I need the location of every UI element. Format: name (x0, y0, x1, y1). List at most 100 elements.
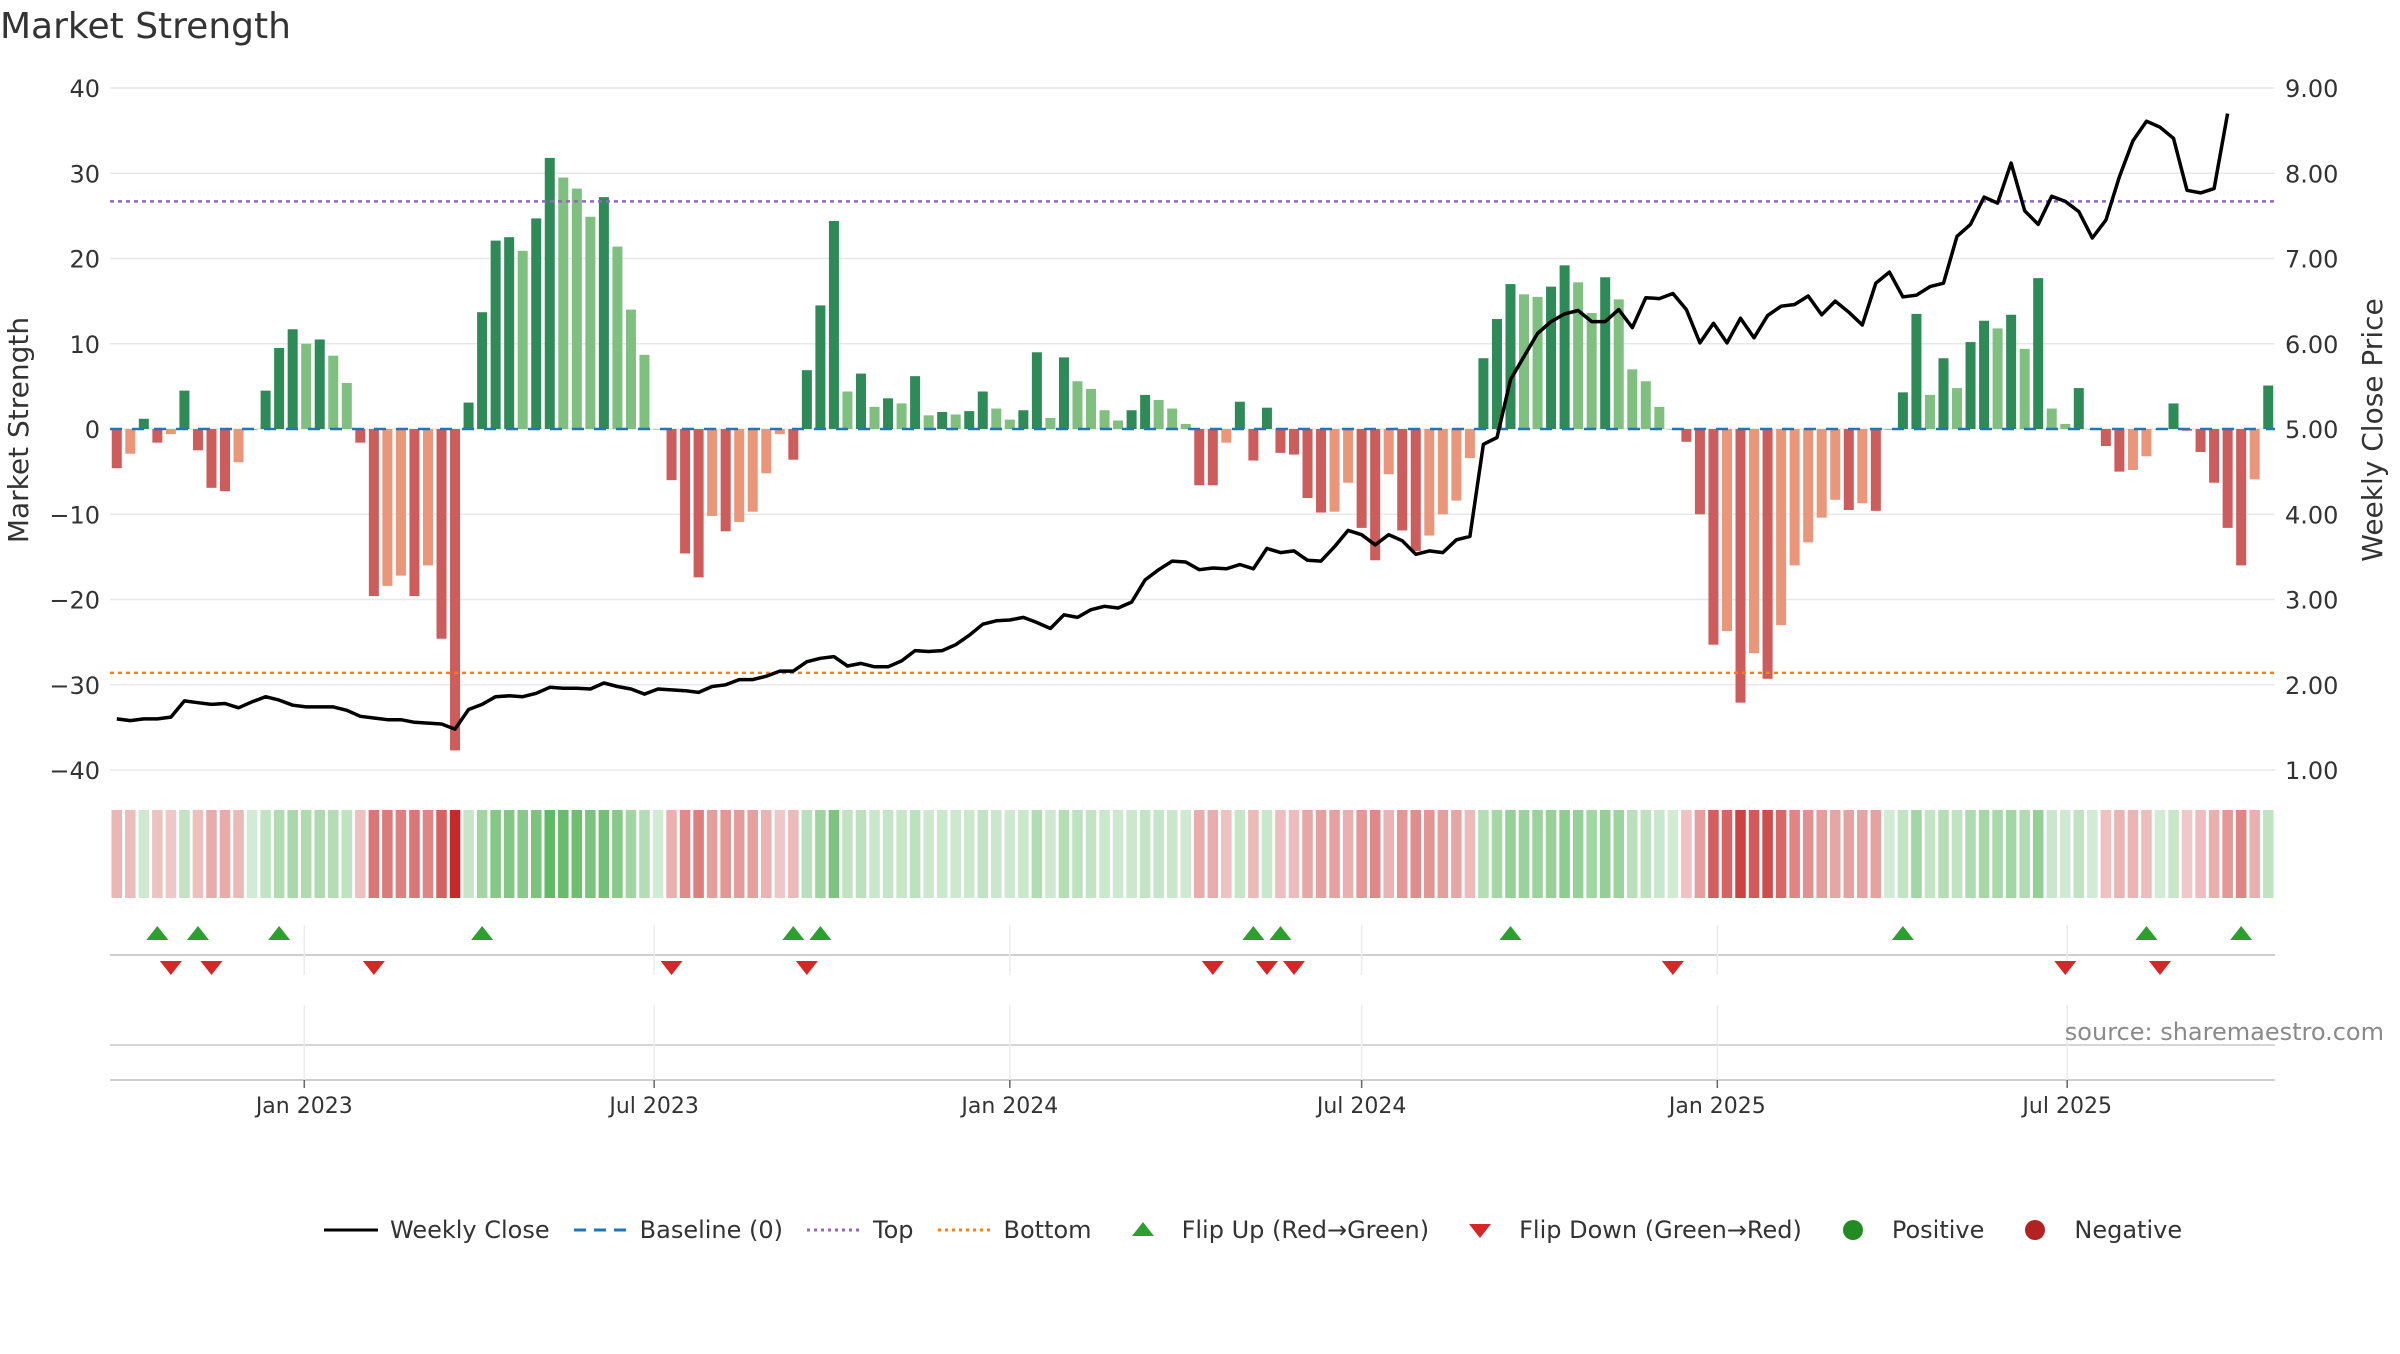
strength-bar (152, 429, 163, 443)
heat-cell (1207, 810, 1219, 898)
strength-bar (2019, 348, 2030, 429)
y2-tick-label: 2.00 (2285, 672, 2338, 700)
heat-cell (138, 810, 150, 898)
heat-cell (152, 810, 163, 898)
strength-bar (1153, 400, 1164, 429)
heat-cell (1437, 810, 1449, 898)
heat-cell (463, 810, 474, 898)
strength-bar (1018, 410, 1029, 429)
heat-cell (2181, 810, 2193, 898)
strength-bar (1952, 388, 1963, 429)
legend-negative-label: Negative (2074, 1216, 2183, 1244)
flip-down-marker (362, 961, 385, 975)
heat-cell (2168, 810, 2179, 898)
flip-up-marker (268, 926, 291, 940)
heat-cell (2127, 810, 2139, 898)
flip-down-marker (2148, 961, 2171, 975)
strength-bar (571, 188, 582, 429)
strength-bar (1600, 277, 1611, 429)
heat-cell (219, 810, 231, 898)
heat-cell (1870, 810, 1882, 898)
heat-cell (788, 810, 799, 898)
strength-bar (274, 348, 285, 429)
strength-bar (707, 429, 718, 516)
legend-bottom-label: Bottom (1003, 1216, 1092, 1244)
heat-cell (1857, 810, 1868, 898)
strength-bar (1843, 429, 1854, 510)
strength-bar (1004, 419, 1015, 429)
heat-cell (585, 810, 596, 898)
heat-cell (2005, 810, 2017, 898)
strength-bar (1505, 284, 1516, 429)
strength-bar (1045, 417, 1056, 429)
strength-bar (1694, 429, 1705, 515)
heat-cell (2154, 810, 2166, 898)
heat-cell (869, 810, 880, 898)
strength-bar (1640, 381, 1651, 429)
strength-bar (2127, 429, 2138, 470)
y-axis-title: Market Strength (2, 317, 35, 543)
heat-cell (720, 810, 731, 898)
x-tick-label: Jan 2023 (254, 1094, 353, 1119)
heat-cell (1897, 810, 1909, 898)
y2-tick-label: 6.00 (2285, 331, 2338, 359)
strength-bar (1654, 406, 1665, 429)
heat-cell (2100, 810, 2112, 898)
heat-cell (1139, 810, 1151, 898)
strength-bar (1329, 429, 1340, 512)
strength-bar (165, 429, 176, 435)
strength-bar (1532, 296, 1543, 429)
heat-cell (2019, 810, 2030, 898)
heat-cell (1112, 810, 1124, 898)
heat-cell (165, 810, 177, 898)
flip-up-marker (1499, 926, 1522, 940)
heat-cell (2046, 810, 2058, 898)
strength-bar (1681, 429, 1692, 442)
legend: Weekly Close Baseline (0) Top Bottom Flip Up… (322, 1212, 2204, 1248)
heat-cell (842, 810, 853, 898)
strength-bar (991, 408, 1002, 429)
legend-top-label: Top (873, 1216, 914, 1244)
strength-bar (923, 415, 934, 429)
flip-up-marker (1242, 926, 1265, 940)
heat-cell (1626, 810, 1638, 898)
heat-cell (1410, 810, 1422, 898)
y2-tick-label: 1.00 (2285, 757, 2338, 785)
strength-bar (1938, 358, 1949, 429)
heat-cell (1708, 810, 1719, 898)
heat-cell (1884, 810, 1895, 898)
legend-baseline: Baseline (0) (572, 1216, 783, 1244)
heat-cell (1694, 810, 1706, 898)
strength-bar (693, 429, 704, 578)
heat-cell (246, 810, 258, 898)
y2-axis-title: Weekly Close Price (2356, 298, 2389, 561)
strength-bar (612, 246, 623, 429)
heat-cell (1085, 810, 1097, 898)
heat-cell (1451, 810, 1462, 898)
heat-cell (1491, 810, 1503, 898)
strength-bar (1979, 320, 1990, 429)
strength-bar (544, 157, 555, 429)
strength-bar (1911, 313, 1922, 429)
strength-bar (192, 429, 203, 451)
heat-cell (815, 810, 826, 898)
strength-bar (233, 429, 244, 463)
heat-cell (936, 810, 948, 898)
heat-cell (111, 810, 123, 898)
heat-cell (1775, 810, 1787, 898)
strength-bar (896, 403, 907, 429)
x-tick-label: Jan 2024 (959, 1094, 1058, 1119)
strength-bar (1316, 429, 1327, 513)
heat-cell (1234, 810, 1246, 898)
heat-cell (1654, 810, 1665, 898)
heat-cell (1640, 810, 1652, 898)
heat-cell (192, 810, 204, 898)
heat-cell (530, 810, 542, 898)
x-tick-label: Jul 2023 (607, 1094, 699, 1119)
strength-bar (761, 429, 772, 474)
strength-bar (179, 390, 190, 429)
y-tick-label: −30 (49, 672, 100, 700)
heat-cell (652, 810, 664, 898)
strength-bar (734, 429, 745, 522)
strength-bar (1058, 357, 1069, 429)
